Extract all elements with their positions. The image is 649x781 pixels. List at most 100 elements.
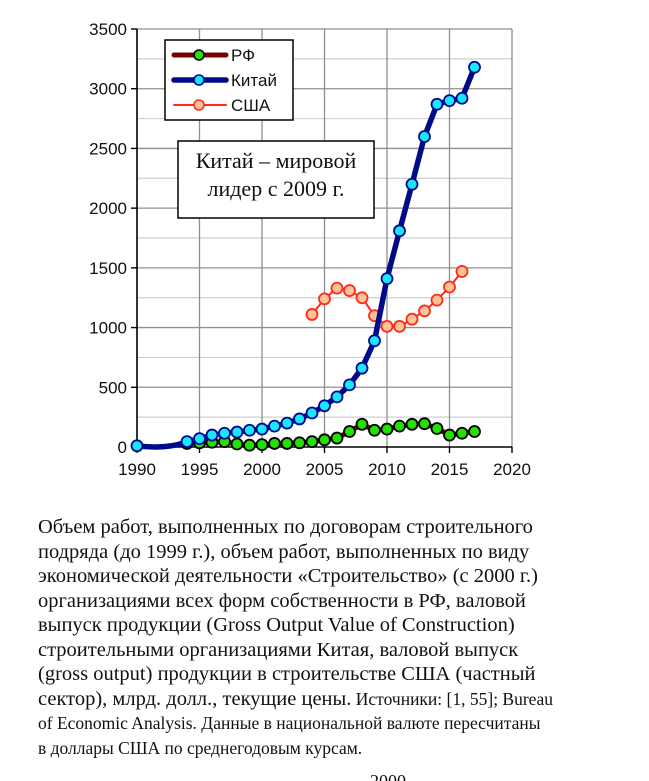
annotation-box-frame	[177, 140, 375, 219]
data-point-china	[218, 426, 231, 440]
data-point-rf	[318, 433, 331, 447]
data-point-china	[355, 361, 369, 375]
series-rf	[180, 417, 481, 452]
data-point-china	[330, 390, 344, 404]
y-tick-label: 1000	[89, 319, 127, 338]
data-point-china	[318, 399, 331, 413]
data-point-rf	[393, 419, 406, 433]
data-point-rf	[230, 437, 244, 451]
caption-line: подряда (до 1999 г.), объем работ, выпол…	[38, 540, 530, 563]
data-point-china	[405, 177, 419, 191]
line-chart: 0 500 1000 1500 2000 2500 3000 3500 1990 1995 2000…	[89, 20, 531, 479]
annotation-text: Китай – мировой	[196, 148, 357, 173]
data-point-rf	[268, 437, 281, 450]
legend-marker-usa	[193, 99, 205, 111]
data-point-usa	[418, 304, 431, 318]
caption-line: строительными организациями Китая, валов…	[38, 638, 519, 661]
annotation-box: Китай – мировой лидер с 2009 г.	[177, 140, 375, 219]
y-tick-label: 3500	[89, 20, 127, 39]
y-tick-label: 500	[99, 378, 127, 397]
legend-marker-rf	[193, 49, 205, 61]
data-point-usa	[455, 265, 469, 278]
y-tick-label: 2500	[89, 139, 127, 158]
data-point-rf	[305, 435, 319, 449]
data-point-usa	[443, 280, 456, 294]
cut-off-text: 2000	[370, 771, 406, 781]
data-point-rf	[380, 422, 394, 436]
caption-line: сектор), млрд. долл., текущие цены. Исто…	[38, 687, 638, 712]
data-point-usa	[305, 308, 319, 321]
series-line-china	[134, 64, 478, 450]
data-point-china	[443, 94, 456, 108]
data-point-usa	[355, 291, 369, 305]
data-point-china	[393, 224, 406, 238]
data-point-usa	[430, 293, 444, 307]
data-point-china	[280, 416, 294, 430]
caption-line: экономической деятельности «Строительств…	[38, 565, 538, 587]
data-point-rf	[368, 423, 381, 437]
x-tick-label: 2020	[493, 460, 531, 479]
data-point-china	[255, 422, 269, 436]
data-point-china	[380, 272, 394, 286]
caption-line: организациями всех форм собственности в …	[38, 589, 526, 612]
y-tick-label: 2000	[89, 199, 127, 218]
legend: РФ Китай США	[164, 39, 294, 121]
data-point-rf	[355, 417, 369, 431]
axes: 0 500 1000 1500 2000 2500 3000 3500 1990 1995 2000…	[89, 20, 531, 479]
data-point-rf	[430, 422, 444, 435]
data-point-usa	[330, 281, 344, 295]
data-point-rf	[255, 438, 269, 452]
x-tick-label: 1995	[181, 460, 219, 479]
data-point-usa	[318, 292, 331, 306]
data-point-china	[430, 97, 444, 111]
annotation-text: лидер с 2009 г.	[207, 176, 344, 201]
data-point-rf	[343, 425, 356, 438]
data-point-china	[293, 412, 306, 426]
x-tick-label: 2005	[306, 460, 344, 479]
series-layer	[130, 60, 481, 453]
data-point-china	[368, 334, 381, 348]
x-tick-label: 1990	[118, 460, 156, 479]
legend-label-china: Китай	[231, 71, 277, 90]
data-point-rf	[418, 417, 431, 431]
x-tick-label: 2015	[431, 460, 469, 479]
data-point-rf	[243, 438, 256, 452]
caption-line: of Economic Analysis. Данные в националь…	[38, 713, 541, 733]
series-china	[130, 60, 481, 453]
data-point-rf	[405, 417, 419, 431]
data-point-china	[205, 428, 219, 442]
data-point-usa	[343, 284, 356, 297]
caption-text: сектор), млрд. долл., текущие цены.	[38, 687, 352, 710]
legend-label-usa: США	[231, 96, 271, 115]
caption-sources: Источники: [1, 55]; Bureau	[351, 688, 553, 709]
data-point-rf	[443, 428, 456, 442]
legend-marker-china	[193, 74, 205, 86]
data-point-china	[180, 435, 194, 449]
data-point-china	[418, 130, 431, 143]
data-point-usa	[393, 319, 406, 333]
x-tick-label: 2000	[243, 460, 281, 479]
data-point-china	[268, 419, 281, 433]
data-point-china	[343, 378, 356, 392]
caption-line: выпуск продукции (Gross Output Value of …	[38, 614, 515, 636]
data-point-china	[193, 432, 206, 446]
data-point-usa	[380, 319, 394, 333]
data-point-rf	[330, 431, 344, 445]
caption-line: в доллары США по среднегодовым курсам.	[38, 737, 363, 758]
data-point-rf	[455, 426, 469, 440]
data-point-rf	[293, 436, 306, 450]
data-point-china	[455, 91, 469, 105]
caption-line: (gross output) продукции в строительстве…	[38, 663, 536, 685]
series-usa	[305, 265, 469, 333]
data-point-rf	[280, 437, 294, 450]
data-point-china	[305, 406, 319, 420]
figure-caption: Объем работ, выполненных по договорам ст…	[38, 515, 638, 760]
data-point-china	[243, 423, 256, 437]
y-tick-label: 0	[118, 438, 127, 457]
data-point-china	[468, 60, 481, 74]
data-point-usa	[405, 312, 419, 326]
y-tick-label: 1500	[89, 259, 127, 278]
data-point-china	[230, 425, 244, 439]
data-point-china	[130, 439, 144, 453]
legend-label-rf: РФ	[231, 46, 255, 65]
